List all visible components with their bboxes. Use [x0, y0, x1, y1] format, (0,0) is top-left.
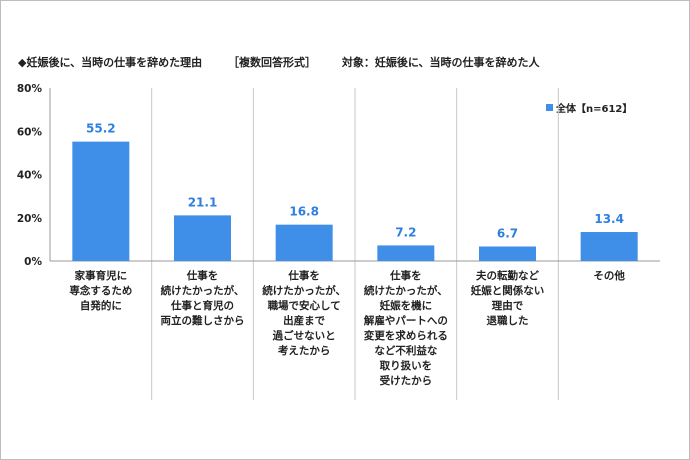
data-label: 21.1 [188, 195, 218, 209]
bar [377, 245, 435, 261]
data-label: 16.8 [289, 205, 319, 219]
chart-title: ◆妊娠後に、当時の仕事を辞めた理由 ［複数回答形式］ 対象：妊娠後に、当時の仕事… [18, 54, 562, 70]
y-tick-label: 0% [24, 256, 42, 268]
category-label: 仕事を続けたかったが、仕事と育児の両立の難しさから [161, 269, 245, 327]
y-tick-label: 40% [17, 170, 43, 182]
y-tick-label: 20% [17, 213, 43, 225]
category-label: その他 [593, 269, 625, 282]
bar [479, 246, 536, 261]
category-label: 仕事を続けたかったが、職場で安心して出産まで過ごせないと考えたから [262, 269, 346, 357]
title-format: ［複数回答形式］ [227, 56, 316, 69]
legend-swatch [546, 104, 553, 111]
y-tick-label: 80% [17, 83, 43, 95]
legend-label: 全体【n=612】 [556, 104, 633, 115]
bar [580, 232, 638, 261]
y-tick-label: 60% [17, 126, 43, 138]
category-label: 夫の転勤など妊娠と関係ない理由で退職した [471, 269, 545, 327]
category-label: 家事育児に専念するため自発的に [69, 269, 132, 312]
category-label: 仕事を続けたかったが、妊娠を機に解雇やパートへの変更を求められるなど不利益な取り… [363, 269, 448, 387]
bar [174, 215, 231, 261]
title-target: 対象：妊娠後に、当時の仕事を辞めた人 [341, 56, 540, 69]
title-text: ◆妊娠後に、当時の仕事を辞めた理由 [18, 56, 203, 69]
legend: 全体【n=612】 [546, 100, 632, 115]
data-label: 55.2 [86, 122, 116, 136]
data-label: 13.4 [594, 212, 624, 226]
bar [72, 141, 130, 261]
bar [275, 224, 333, 261]
data-label: 6.7 [497, 227, 518, 241]
data-label: 7.2 [395, 225, 416, 239]
